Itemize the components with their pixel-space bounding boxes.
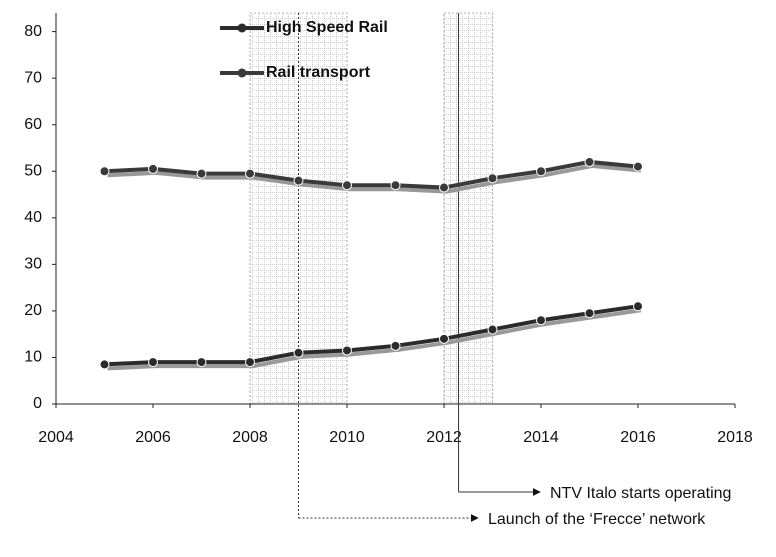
legend-marker: [237, 68, 247, 78]
series-line: [104, 304, 639, 367]
series-line: [104, 159, 639, 190]
y-tick-label: 40: [24, 209, 42, 226]
y-tick-label: 80: [24, 23, 42, 40]
series-marker: [293, 347, 304, 358]
series-marker: [439, 333, 449, 344]
series-marker: [633, 161, 643, 172]
series-marker: [245, 357, 255, 368]
series-marker: [293, 175, 304, 186]
annotation-text: Launch of the ‘Frecce’ network: [488, 511, 706, 528]
legend-label: High Speed Rail: [266, 19, 388, 36]
x-tick-label: 2014: [523, 429, 559, 446]
y-tick-label: 10: [24, 349, 42, 366]
series-marker: [584, 308, 595, 319]
shaded-region: [443, 12, 493, 405]
x-tick-label: 2004: [38, 429, 74, 446]
series-marker: [148, 163, 158, 174]
series-marker: [390, 180, 401, 191]
x-tick-label: 2010: [329, 429, 365, 446]
legend-label: Rail transport: [266, 64, 371, 81]
x-tick-label: 2016: [620, 429, 656, 446]
series-shadow: [107, 308, 642, 371]
y-tick-label: 0: [33, 395, 42, 412]
series-marker: [536, 315, 546, 326]
x-tick-label: 2012: [426, 429, 462, 446]
series-marker: [99, 359, 110, 370]
series-marker: [439, 182, 449, 193]
series-marker: [99, 166, 110, 177]
series-marker: [633, 301, 643, 312]
series-marker: [342, 345, 352, 356]
y-tick-label: 70: [24, 69, 42, 86]
series-marker: [487, 173, 498, 184]
series-marker: [196, 357, 207, 368]
x-tick-label: 2006: [135, 429, 171, 446]
series-marker: [245, 168, 255, 179]
series-marker: [487, 324, 498, 335]
series-marker: [536, 166, 546, 177]
series-marker: [584, 156, 595, 167]
series-marker: [196, 168, 207, 179]
series-shadow: [107, 163, 642, 194]
legend-marker: [237, 23, 247, 33]
y-tick-label: 30: [24, 256, 42, 273]
series-marker: [342, 180, 352, 191]
series-marker: [390, 340, 401, 351]
series-marker: [148, 357, 158, 368]
y-tick-label: 60: [24, 116, 42, 133]
x-tick-label: 2018: [717, 429, 753, 446]
y-tick-label: 20: [24, 302, 42, 319]
y-tick-label: 50: [24, 162, 42, 179]
annotation-text: NTV Italo starts operating: [550, 485, 731, 502]
x-tick-label: 2008: [232, 429, 268, 446]
